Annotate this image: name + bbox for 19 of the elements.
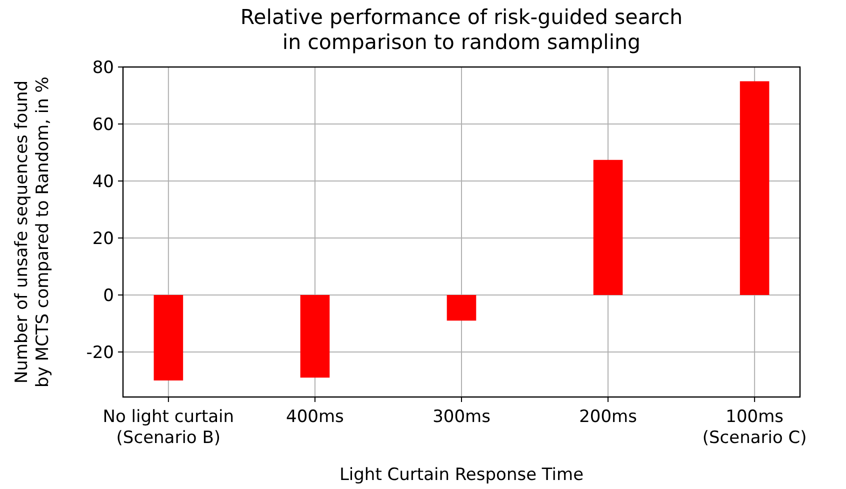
x-tick-label: No light curtain (Scenario B) (102, 407, 234, 448)
x-tick-label: 300ms (432, 407, 491, 427)
bar (446, 294, 476, 321)
y-tick-label: 80 (92, 58, 114, 78)
bar (154, 294, 184, 380)
bar (740, 81, 770, 295)
y-tick-label: 20 (92, 228, 114, 249)
x-tick-label: 200ms (579, 407, 638, 427)
x-tick-label: 400ms (286, 407, 344, 427)
y-tick-label: 40 (92, 172, 114, 192)
y-axis-title: Number of unsafe sequences found by MCTS compared to Random, in % (12, 76, 53, 388)
y-tick-label: 0 (103, 286, 114, 306)
bar (593, 160, 623, 295)
x-tick-label: 100ms (Scenario C) (702, 407, 807, 448)
y-tick-label: -20 (86, 342, 114, 363)
x-axis-title: Light Curtain Response Time (339, 465, 584, 485)
chart-title: Relative performance of risk-guided search in comparison to random sampling (240, 5, 683, 54)
y-tick-label: 60 (92, 114, 114, 135)
bar (300, 294, 330, 378)
